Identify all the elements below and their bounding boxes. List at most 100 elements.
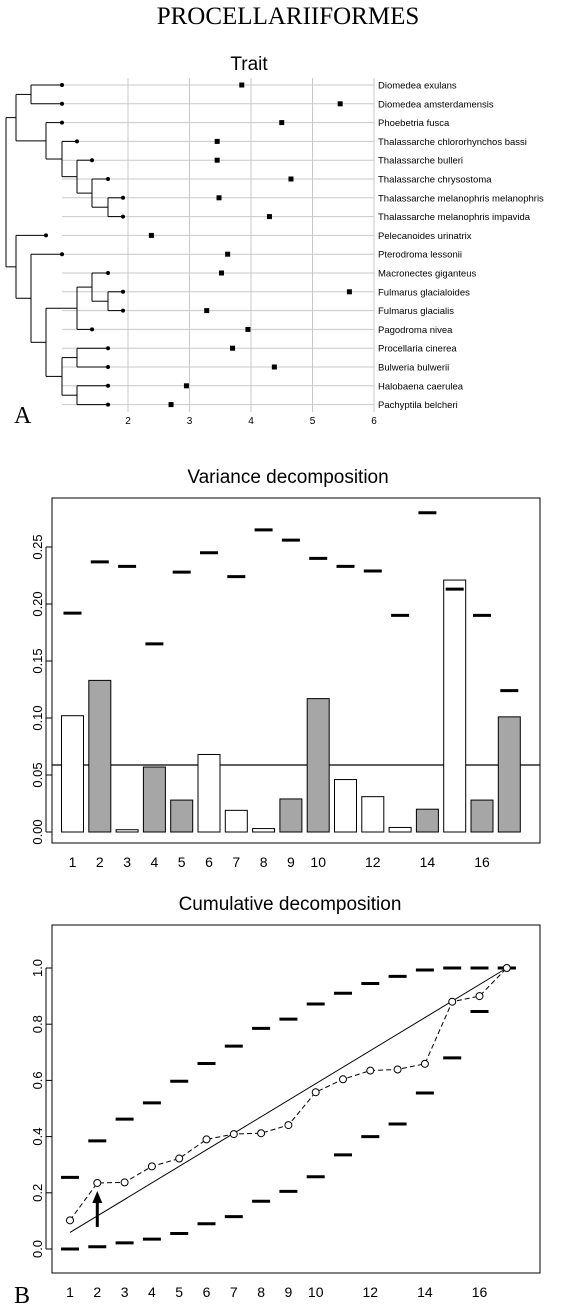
trait-point (214, 157, 220, 163)
arrow-marker (92, 1190, 103, 1227)
species-label: Bulweria bulwerii (378, 363, 449, 374)
variance-bar (170, 799, 194, 833)
variance-x-tick-label: 12 (365, 854, 381, 870)
trait-x-tick-label: 5 (310, 416, 316, 427)
trait-point (266, 214, 272, 220)
cumulative-x-tick-label: 5 (175, 1284, 183, 1300)
variance-title: Variance decomposition (187, 467, 388, 488)
cumulative-y-tick-label: 1.0 (30, 959, 45, 977)
variance-x-tick-label: 8 (260, 854, 268, 870)
variance-bar (497, 716, 521, 833)
cumulative-y-tick-label: 0.4 (30, 1128, 45, 1146)
trait-point (239, 82, 245, 88)
observed-point (93, 1178, 102, 1187)
species-label: Pterodroma lessonii (378, 250, 462, 261)
species-label: Fulmarus glacialoides (378, 287, 470, 298)
variance-bar (334, 779, 357, 833)
cumulative-x-tick-label: 9 (285, 1284, 293, 1300)
trait-point (216, 195, 222, 201)
cumulative-observed-series (66, 964, 511, 1225)
trait-x-tick-label: 6 (371, 416, 377, 427)
species-label: Thalassarche chlororhynchos bassi (378, 137, 527, 148)
species-label: Thalassarche melanophris melanophris (378, 193, 544, 204)
variance-plot-frame (51, 497, 541, 844)
trait-x-tick-label: 2 (125, 416, 131, 427)
trait-title: Trait (230, 54, 268, 75)
cumulative-y-tick-label: 0.8 (30, 1015, 45, 1033)
species-label: Phoebetria fusca (378, 118, 450, 129)
observed-line (69, 967, 508, 1221)
trait-point (271, 364, 277, 370)
trait-point (225, 251, 231, 257)
trait-point (288, 176, 294, 182)
variance-bar (470, 799, 494, 833)
observed-point (475, 992, 484, 1001)
figure-title: PROCELLARIIFORMES (157, 3, 420, 30)
variance-upper-bounds (63, 511, 519, 693)
trait-grid (62, 78, 375, 412)
trait-point (148, 232, 154, 238)
variance-bar (279, 798, 303, 833)
trait-point (183, 383, 189, 389)
species-label: Pelecanoides urinatrix (378, 231, 472, 242)
cumulative-expected-line (69, 967, 508, 1233)
variance-bar (197, 753, 221, 833)
species-label: Procellaria cinerea (378, 344, 457, 355)
cumulative-x-tick-label: 4 (148, 1284, 156, 1300)
species-label: Thalassarche melanophris impavida (378, 212, 531, 223)
trait-point (245, 326, 251, 332)
trait-panel: Trait Diomedea exulans Diomedea amsterdam… (5, 54, 544, 429)
trait-point (204, 308, 210, 314)
trait-x-tick-label: 3 (187, 416, 193, 427)
cumulative-y-tick-label: 0.0 (30, 1240, 45, 1258)
trait-point (346, 289, 352, 295)
variance-bar (142, 766, 166, 833)
trait-point (168, 402, 174, 408)
observed-point (339, 1075, 347, 1084)
variance-x-tick-label: 16 (474, 854, 490, 870)
species-label: Diomedea amsterdamensis (378, 99, 494, 110)
variance-x-tick-label: 14 (420, 854, 436, 870)
variance-y-tick-label: 0.20 (30, 591, 45, 616)
variance-x-tick-label: 6 (205, 854, 213, 870)
variance-bars (61, 579, 521, 833)
trait-points (148, 82, 352, 408)
variance-y-tick-label: 0.15 (30, 648, 45, 673)
observed-point (420, 1059, 429, 1068)
variance-x-axis: 1 2 3 4 5 6 7 8 9 10 12 14 16 (69, 854, 490, 870)
panel-label-b: B (14, 1283, 30, 1308)
cumulative-x-tick-label: 8 (257, 1284, 265, 1300)
variance-bar (306, 698, 330, 833)
observed-point (66, 1216, 74, 1225)
variance-x-tick-label: 5 (178, 854, 186, 870)
observed-point (311, 1088, 320, 1097)
observed-point (202, 1135, 211, 1144)
variance-bar (388, 826, 412, 833)
observed-point (175, 1154, 184, 1163)
variance-panel: Variance decomposition 0.000.050.100.150… (30, 467, 541, 870)
variance-y-axis: 0.00 0.05 0.10 0.15 0.20 0.25 (30, 534, 52, 845)
variance-bar (61, 715, 84, 833)
cumulative-x-tick-label: 10 (308, 1284, 324, 1300)
trait-point (337, 101, 343, 107)
observed-point (147, 1162, 156, 1171)
cumulative-x-tick-label: 12 (363, 1284, 379, 1300)
cumulative-x-tick-label: 2 (93, 1284, 101, 1300)
cumulative-bounds (61, 966, 516, 1251)
observed-point (448, 997, 457, 1006)
trait-x-axis: 2 3 4 5 6 (125, 416, 377, 427)
trait-point (230, 345, 236, 351)
observed-point (120, 1178, 129, 1187)
cumulative-x-tick-label: 14 (417, 1284, 433, 1300)
cumulative-panel: Cumulative decomposition 0.0 0.2 0.4 0.6 0.8… (14, 894, 541, 1308)
cumulative-y-tick-label: 0.6 (30, 1071, 45, 1089)
species-label: Pagodroma nivea (378, 325, 453, 336)
trait-point (218, 270, 224, 276)
cumulative-x-tick-label: 6 (203, 1284, 211, 1300)
variance-bar (224, 809, 248, 833)
variance-y-tick-label: 0.25 (30, 534, 45, 559)
observed-point (366, 1066, 375, 1075)
observed-point (502, 964, 511, 972)
phylogenetic-tree (5, 83, 125, 407)
cumulative-plot-frame (51, 924, 541, 1274)
